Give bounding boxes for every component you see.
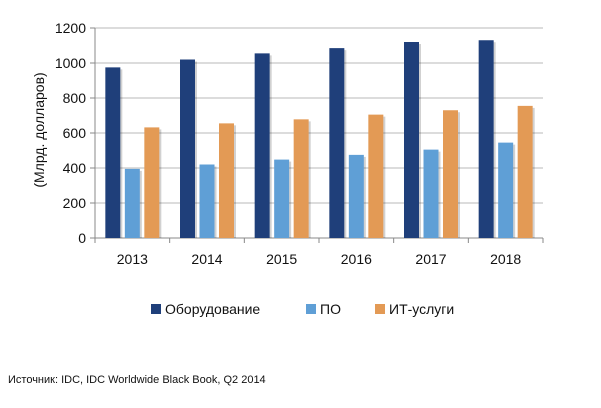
bar-shadow — [438, 151, 441, 238]
bar-shadow — [363, 156, 366, 238]
x-tick-label: 2014 — [191, 251, 222, 267]
x-tick-label: 2017 — [415, 251, 446, 267]
bar-shadow — [234, 125, 236, 238]
y-tick-label: 200 — [63, 195, 87, 211]
bar-shadow — [513, 144, 516, 238]
legend-swatch-ПО — [306, 304, 316, 314]
y-tick-label: 0 — [78, 230, 86, 246]
bar-ПО-2014 — [199, 164, 215, 238]
bar-shadow — [344, 50, 347, 238]
x-tick-label: 2013 — [117, 251, 148, 267]
x-tick-label: 2018 — [490, 251, 521, 267]
bar-Оборудование-2015 — [254, 53, 270, 238]
source-note: Источник: IDC, IDC Worldwide Black Book,… — [8, 374, 266, 386]
legend-label: ПО — [320, 301, 341, 317]
y-tick-label: 800 — [63, 90, 87, 106]
bar-Оборудование-2018 — [478, 40, 494, 238]
bar-shadow — [419, 44, 421, 238]
bar-Оборудование-2016 — [329, 48, 345, 238]
y-axis-label: (Млрд. долларов) — [31, 72, 47, 187]
bar-shadow — [120, 69, 123, 238]
bar-ПО-2016 — [348, 154, 364, 238]
bar-Оборудование-2013 — [105, 67, 121, 238]
bar-ИТ-услуги-2015 — [293, 119, 309, 238]
bar-ИТ-услуги-2017 — [443, 110, 458, 238]
legend-swatch-ИТ-услуги — [375, 304, 385, 314]
bar-ПО-2015 — [274, 159, 290, 238]
bar-shadow — [139, 170, 142, 238]
bar-ИТ-услуги-2013 — [144, 127, 160, 238]
legend-label: ИТ-услуги — [389, 301, 454, 317]
y-tick-label: 600 — [63, 125, 87, 141]
bar-shadow — [458, 112, 460, 238]
bar-shadow — [289, 161, 292, 238]
gridlines — [95, 27, 543, 204]
bar-ПО-2017 — [423, 149, 439, 238]
bar-ПО-2018 — [498, 142, 514, 238]
bar-shadow — [493, 42, 496, 238]
bar-ИТ-услуги-2016 — [368, 114, 384, 238]
tick-labels: 0 200 400 600 800 1000 1200 2013 2014 2015 2016 201… — [55, 20, 522, 267]
legend: Оборудование ПО ИТ-услуги — [151, 301, 454, 317]
y-tick-label: 400 — [63, 160, 87, 176]
bar-Оборудование-2014 — [180, 59, 195, 238]
bar-shadow — [383, 116, 386, 238]
bar-shadow — [159, 129, 162, 238]
x-tick-label: 2016 — [341, 251, 372, 267]
bar-ПО-2013 — [124, 168, 140, 238]
legend-label: Оборудование — [165, 301, 260, 317]
axes — [90, 27, 544, 243]
bar-shadow — [195, 61, 197, 238]
bar-ИТ-услуги-2018 — [517, 105, 533, 238]
bar-shadow — [532, 107, 535, 238]
bar-Оборудование-2017 — [404, 42, 419, 238]
bar-shadow — [214, 166, 217, 238]
y-tick-label: 1200 — [55, 20, 86, 36]
bars — [105, 40, 535, 238]
bar-shadow — [308, 121, 311, 238]
x-tick-label: 2015 — [266, 251, 297, 267]
legend-swatch-Оборудование — [151, 304, 161, 314]
bar-shadow — [269, 55, 272, 238]
bar-ИТ-услуги-2014 — [219, 123, 234, 238]
y-tick-label: 1000 — [55, 55, 86, 71]
